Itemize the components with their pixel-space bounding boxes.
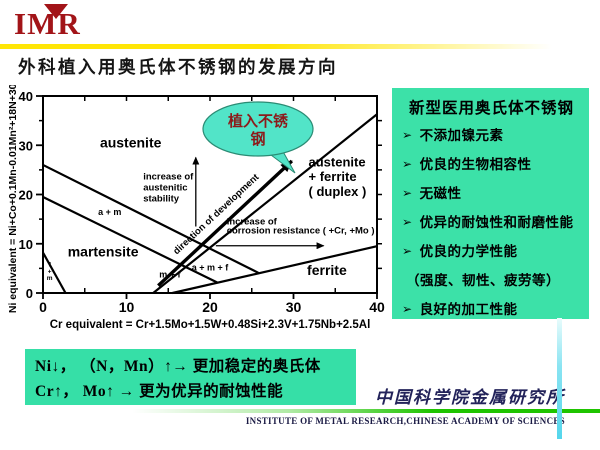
y-tick-label: 20 — [19, 188, 33, 203]
corner-region-label: m — [47, 275, 53, 282]
panel-bullet-item: ➢ 不添加镍元素 — [402, 129, 581, 143]
bullet-arrow-icon: ➢ — [402, 215, 413, 229]
region-label: martensite — [68, 244, 139, 260]
panel-bullet-item: ➢ 无磁性 — [402, 187, 581, 201]
new-steel-panel: 新型医用奥氏体不锈钢 ➢ 不添加镍元素 ➢ 优良的生物相容性 ➢ 无磁性 ➢ 优异的耐蚀性和耐… — [392, 88, 589, 319]
corrosion-note: corrosion resistance ( +Cr, +Mo ) — [227, 225, 375, 236]
callout-bubble — [202, 101, 314, 157]
footer-accent-line — [0, 409, 600, 413]
bullet-arrow-icon: ➢ — [402, 186, 413, 200]
region-label: a + m + f — [192, 262, 230, 272]
x-tick-label: 30 — [286, 299, 302, 315]
bullet-text: 优良的生物相容性 — [419, 157, 532, 172]
panel-bullet-item: ➢ 优良的生物相容性 — [402, 158, 581, 172]
composition-summary-box: Ni↓， （N，Mn）↑→ 更加稳定的奥氏体 Cr↑， Mo↑ → 更为优异的耐… — [25, 349, 356, 405]
duplex-boundary — [152, 113, 378, 294]
implant-steel-callout: 植入不锈 钢 — [202, 101, 314, 174]
bullet-text: 无磁性 — [419, 186, 462, 201]
corner-region-label: f — [49, 261, 52, 268]
bullet-arrow-icon: ➢ — [402, 157, 413, 171]
institute-name-chinese: 中国科学院金属研究所 — [375, 388, 565, 407]
y-tick-label: 10 — [19, 237, 33, 252]
y-tick-label: 30 — [19, 138, 33, 153]
bullet-arrow-icon: ➢ — [402, 244, 413, 258]
region-label: austenite — [100, 135, 162, 151]
duplex-region-label: + ferrite — [309, 169, 357, 184]
austenite-lower-boundary — [42, 163, 260, 275]
bullet-text: （强度、韧性、疲劳等） — [406, 273, 560, 288]
y-axis-label: Ni equivalent = Ni+Co+0.1Mn-0.01Mn²+18N+… — [7, 85, 19, 313]
stability-note: stability — [143, 193, 180, 204]
corrosion-note: increase of — [227, 217, 278, 228]
panel-bullet-item: ➢ 优异的耐蚀性和耐磨性能 — [402, 216, 581, 230]
x-tick-label: 40 — [369, 299, 385, 315]
martensite-upper-boundary — [42, 195, 218, 284]
callout-text-line2: 钢 — [250, 130, 265, 148]
bullet-text: 优良的力学性能 — [419, 244, 518, 259]
ferrite-martensite-corner — [42, 252, 67, 294]
summary-line-2: Cr↑， Mo↑ → 更为优异的耐蚀性能 — [35, 383, 284, 400]
x-tick-label: 10 — [119, 299, 135, 315]
x-tick-label: 0 — [39, 299, 47, 315]
panel-bullet-list: ➢ 不添加镍元素 ➢ 优良的生物相容性 ➢ 无磁性 ➢ 优异的耐蚀性和耐磨性能 ➢ 优良的力学性能… — [402, 129, 581, 317]
footer-vertical-accent-line — [557, 318, 562, 439]
x-tick-label: 20 — [202, 299, 218, 315]
y-tick-label: 40 — [19, 89, 33, 104]
x-axis-label: Cr equivalent = Cr+1.5Mo+1.5W+0.48Si+2.3… — [50, 319, 371, 331]
bullet-text: 优异的耐蚀性和耐磨性能 — [419, 215, 574, 230]
imr-logo: IMR — [14, 4, 110, 46]
panel-bullet-item: ➢ 良好的加工性能 — [402, 303, 581, 317]
summary-line-1: Ni↓， （N，Mn）↑→ 更加稳定的奥氏体 — [35, 358, 321, 375]
bullet-arrow-icon: ➢ — [402, 302, 413, 316]
panel-heading: 新型医用奥氏体不锈钢 — [408, 100, 574, 117]
region-label: a + m — [98, 207, 121, 217]
panel-bullet-item: （强度、韧性、疲劳等） — [402, 274, 581, 288]
header-accent-line — [0, 44, 600, 49]
callout-text-line1: 植入不锈 — [228, 112, 288, 130]
panel-bullet-item: ➢ 优良的力学性能 — [402, 245, 581, 259]
schaeffler-phase-diagram: 0 10 20 30 40 0 10 20 30 40 Cr equivalent = Cr+1.5… — [7, 85, 385, 331]
bullet-text: 良好的加工性能 — [419, 302, 518, 317]
slide-title: 外科植入用奥氏体不锈钢的发展方向 — [18, 57, 338, 77]
stability-note: austenitic — [143, 183, 187, 194]
bullet-arrow-icon: ➢ — [402, 128, 413, 142]
institute-name-english: INSTITUTE OF METAL RESEARCH,CHINESE ACAD… — [245, 416, 565, 426]
bullet-text: 不添加镍元素 — [419, 128, 504, 143]
stability-note: increase of — [143, 172, 194, 183]
duplex-region-label: austenite — [309, 154, 366, 169]
y-tick-label: 0 — [26, 286, 33, 301]
duplex-region-label: ( duplex ) — [309, 184, 367, 199]
imr-logo-triangle-icon — [44, 4, 68, 19]
corner-region-label: + — [48, 268, 52, 275]
ferrite-upper-boundary — [172, 245, 378, 295]
development-direction-arrow — [157, 159, 293, 287]
region-label: ferrite — [307, 262, 347, 278]
